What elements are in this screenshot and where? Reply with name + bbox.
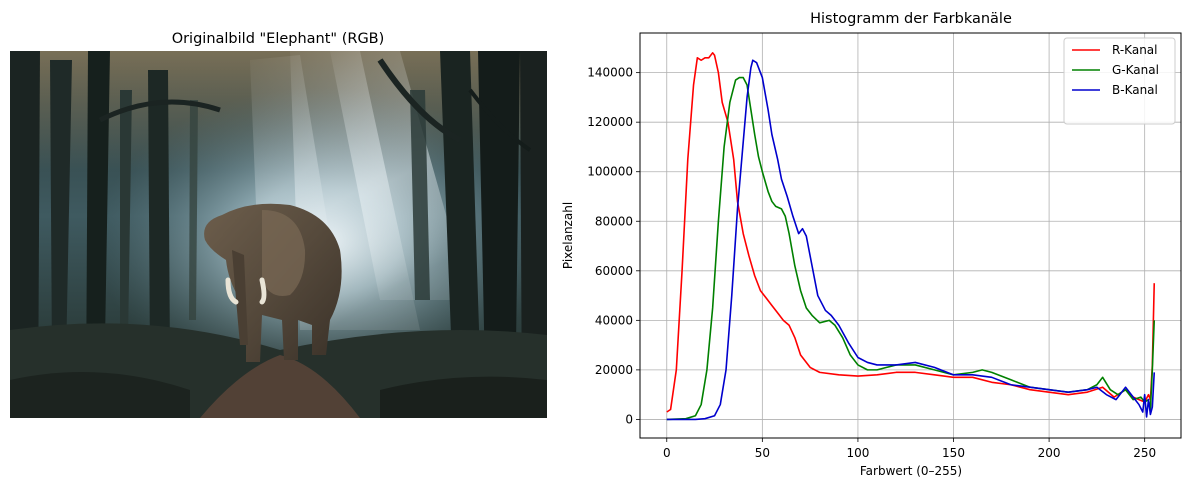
y-tick-label: 40000 (595, 313, 633, 327)
x-tick-label: 250 (1133, 446, 1156, 460)
legend-box (1063, 37, 1176, 125)
series-line-b-kanal (666, 59, 1156, 421)
y-tick-label: 140000 (587, 66, 633, 80)
grid-lines (640, 33, 1181, 438)
chart-title: Histogramm der Farbkanäle (810, 11, 1012, 27)
y-tick-label: 60000 (595, 264, 633, 278)
x-axis-label: Farbwert (0–255) (860, 464, 962, 478)
x-tick-label: 100 (846, 446, 869, 460)
y-axis-ticks: 0 20000 40000 60000 80000 100000 120000 140000 (587, 66, 640, 426)
x-tick-label: 50 (755, 446, 770, 460)
legend-label-b-kanal: B-Kanal (1112, 83, 1158, 97)
legend-label-r-kanal: R-Kanal (1112, 43, 1158, 57)
x-tick-label: 0 (663, 446, 671, 460)
y-tick-label: 80000 (595, 214, 633, 228)
x-tick-label: 200 (1038, 446, 1061, 460)
y-axis-label: Pixelanzahl (561, 202, 575, 269)
y-tick-label: 120000 (587, 115, 633, 129)
y-tick-label: 0 (625, 412, 633, 426)
y-tick-label: 20000 (595, 363, 633, 377)
series-line-r-kanal (666, 52, 1156, 413)
series-lines (666, 52, 1156, 421)
series-line-g-kanal (666, 76, 1156, 421)
elephant-figure (204, 203, 342, 362)
x-axis-ticks: 0 50 100 150 200 250 (663, 438, 1156, 460)
x-tick-label: 150 (942, 446, 965, 460)
plot-frame (639, 32, 1182, 439)
y-tick-label: 100000 (587, 165, 633, 179)
image-title: Originalbild "Elephant" (RGB) (172, 31, 385, 47)
legend: R-Kanal G-Kanal B-Kanal (1063, 37, 1176, 125)
histogram-chart: Histogramm der Farbkanäle 0 50 100 150 200 25… (561, 11, 1182, 478)
legend-label-g-kanal: G-Kanal (1112, 63, 1159, 77)
elephant-forest-photo (10, 51, 547, 418)
